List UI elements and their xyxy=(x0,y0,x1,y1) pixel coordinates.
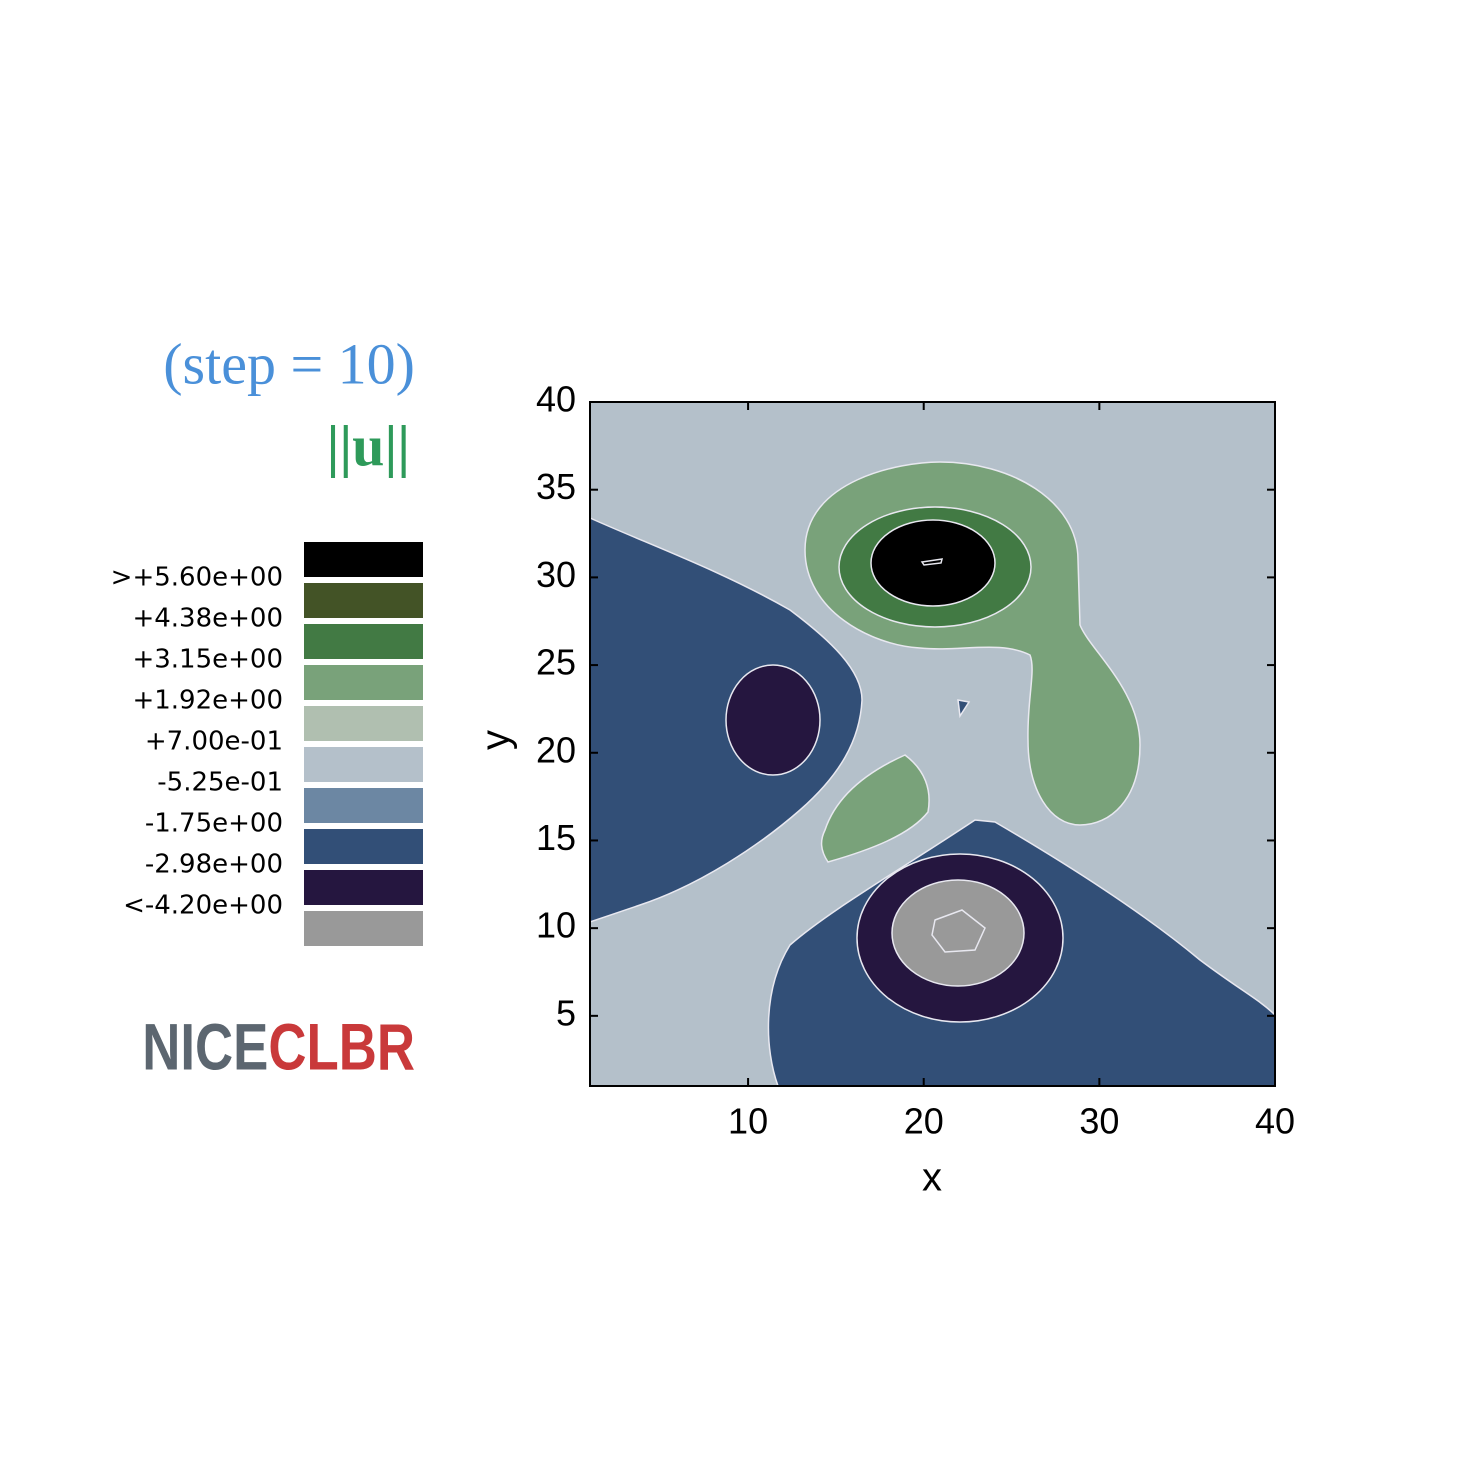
legend-swatch xyxy=(304,583,423,618)
legend-label: +1.92e+00 xyxy=(132,686,283,716)
legend-swatch xyxy=(304,624,423,659)
y-tick-label: 20 xyxy=(536,729,576,770)
legend-swatch xyxy=(304,829,423,864)
legend-label: +7.00e-01 xyxy=(145,727,283,757)
x-axis-label: x xyxy=(922,1156,942,1200)
x-tick-label: 30 xyxy=(1079,1101,1119,1142)
legend-swatch xyxy=(304,706,423,741)
legend-label: -1.75e+00 xyxy=(145,809,283,839)
logo: NICECLBR xyxy=(142,1010,415,1084)
legend-swatch xyxy=(304,747,423,782)
x-tick-label: 10 xyxy=(728,1101,768,1142)
contour-region xyxy=(957,699,971,719)
legend-swatch xyxy=(304,542,423,577)
legend-label: -5.25e-01 xyxy=(157,768,283,798)
contour-region xyxy=(725,664,821,776)
logo-part: CLBR xyxy=(268,1010,415,1084)
contour-region xyxy=(931,909,986,953)
y-tick-label: 30 xyxy=(536,554,576,595)
y-tick-label: 25 xyxy=(536,642,576,683)
legend-swatch xyxy=(304,911,423,946)
legend-label: -2.98e+00 xyxy=(145,850,283,880)
legend-label: <-4.20e+00 xyxy=(123,891,283,921)
legend-label: >+5.60e+00 xyxy=(111,563,283,593)
x-tick-label: 20 xyxy=(904,1101,944,1142)
legend-label: +3.15e+00 xyxy=(132,645,283,675)
y-tick-label: 5 xyxy=(556,992,576,1033)
chart-subtitle: ||u|| xyxy=(327,413,410,478)
contour-region xyxy=(820,754,930,863)
y-tick-label: 40 xyxy=(536,379,576,420)
contour-region xyxy=(920,558,944,566)
legend-swatch xyxy=(304,870,423,905)
contour-plot xyxy=(589,402,1276,1087)
logo-part: NICE xyxy=(142,1010,268,1084)
y-tick-label: 10 xyxy=(536,905,576,946)
chart-title: (step = 10) xyxy=(163,331,415,396)
y-tick-label: 15 xyxy=(536,817,576,858)
y-axis-label: y xyxy=(474,730,518,750)
plot-frame xyxy=(589,401,1276,1087)
legend-label: +4.38e+00 xyxy=(132,604,283,634)
legend-swatch xyxy=(304,788,423,823)
x-tick-label: 40 xyxy=(1255,1101,1295,1142)
y-tick-label: 35 xyxy=(536,466,576,507)
legend-swatch xyxy=(304,665,423,700)
